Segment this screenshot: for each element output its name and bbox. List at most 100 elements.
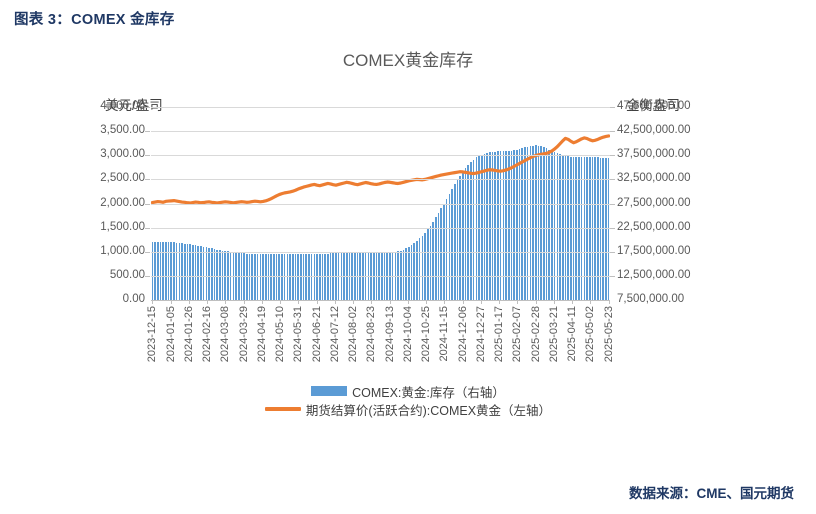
inventory-bar [221,250,224,300]
inventory-bar [321,253,324,300]
right-axis-tick-label: 17,500,000.00 [617,244,691,257]
inventory-bar [275,253,278,300]
inventory-bar [462,171,464,300]
inventory-bar [464,168,467,300]
x-axis-tick-label: 2024-01-05 [164,306,177,363]
inventory-bar [186,244,189,300]
inventory-bar [494,151,497,300]
inventory-bar [183,243,186,300]
inventory-bar [310,254,313,300]
inventory-bar [599,157,602,300]
inventory-bar [227,251,229,300]
left-tick-mark [145,179,150,181]
gridline [151,179,610,181]
inventory-bar [175,242,178,300]
x-axis-tick-label: 2025-05-02 [584,306,597,363]
x-axis-tick-label: 2024-05-10 [274,306,287,363]
gridline [151,251,610,253]
x-axis-tick-mark [371,300,373,304]
gridline [151,155,610,157]
inventory-bar [224,251,227,300]
right-tick-mark [610,275,615,277]
right-axis-ticks: 47,500,000.00 42,500,000.00 37,500,000.00 3… [617,100,735,304]
inventory-bar [518,148,521,300]
left-tick-mark [145,227,150,229]
x-axis-tick-mark [535,300,537,304]
left-axis-unit-label: 美元/盎司 [105,98,163,113]
inventory-bar [167,242,170,300]
inventory-bar [459,175,461,300]
x-axis-tick-label: 2025-03-21 [547,306,560,363]
inventory-bar [426,229,429,300]
inventory-bar [510,150,513,300]
x-axis-tick-label: 2023-12-15 [146,306,159,363]
inventory-bar [437,212,440,300]
x-axis-tick-mark [590,300,592,304]
inventory-bar [313,254,316,300]
inventory-bar [267,254,270,300]
inventory-bar [445,198,448,300]
right-axis-unit-label: 金衡盎司 [626,98,680,113]
x-axis-tick-label: 2024-06-21 [310,306,323,363]
x-axis-tick-label: 2024-09-13 [383,306,396,363]
left-tick-mark [145,251,150,253]
inventory-bar [354,251,356,300]
inventory-bar [356,251,359,300]
left-axis-tick-label: 500.00 [109,268,145,281]
left-tick-mark [145,131,150,133]
inventory-bar [286,253,289,300]
x-axis-tick-mark [316,300,318,304]
right-tick-mark [610,227,615,229]
inventory-bar [526,146,529,300]
inventory-bar [397,251,399,300]
inventory-bar [602,157,605,300]
left-axis-ticks: 4,000.00 3,500.00 3,000.00 2,500.00 2,000.00… [30,100,145,304]
x-axis-tick-mark [152,300,154,304]
right-axis-tick-label: 47,500,000.00 [617,100,691,112]
right-tick-mark [610,203,615,205]
inventory-bar [516,149,518,300]
gridline [151,227,610,229]
inventory-bar [162,241,164,300]
chart-title: COMEX黄金库存 [342,51,474,70]
inventory-bar [219,250,221,300]
inventory-bar [532,145,534,300]
inventory-bar [281,253,283,300]
inventory-bar [197,245,200,300]
figure-label: 图表 3：COMEX 金库存 [14,12,175,28]
left-tick-mark [145,107,150,108]
inventory-bar [208,247,210,300]
x-axis-tick-label: 2024-12-06 [456,306,469,363]
inventory-bar [192,244,194,300]
gridline [151,275,610,277]
left-tick-mark [145,275,150,277]
inventory-bar [154,242,156,300]
right-axis-tick-label: 27,500,000.00 [617,196,691,209]
inventory-bar [559,154,561,300]
x-axis-tick-label: 2025-04-11 [566,306,579,362]
x-axis-tick-mark [426,300,428,304]
inventory-bar [553,152,556,300]
gridline [151,131,610,133]
right-axis-tick-label: 22,500,000.00 [617,220,691,233]
inventory-bar [486,152,488,300]
x-axis-tick-mark [517,300,519,304]
x-axis-tick-label: 2024-10-25 [420,306,433,363]
x-axis-tick-label: 2024-03-29 [237,306,250,363]
right-axis-tick-label: 37,500,000.00 [617,148,691,161]
inventory-bar [402,249,405,300]
inventory-bar [429,225,432,300]
inventory-bar [534,145,537,300]
inventory-bar [470,161,472,300]
inventory-bar [308,254,310,300]
inventory-bar [424,232,426,300]
x-axis-tick-mark [207,300,209,304]
x-axis-tick-label: 2024-12-27 [474,306,487,363]
x-axis-tick-mark [334,300,336,304]
inventory-bar [362,251,364,300]
inventory-bar [475,157,478,300]
inventory-bar [259,254,262,300]
x-axis-tick-label: 2024-05-31 [292,306,305,363]
left-tick-mark [145,155,150,157]
inventory-bar [405,248,407,300]
